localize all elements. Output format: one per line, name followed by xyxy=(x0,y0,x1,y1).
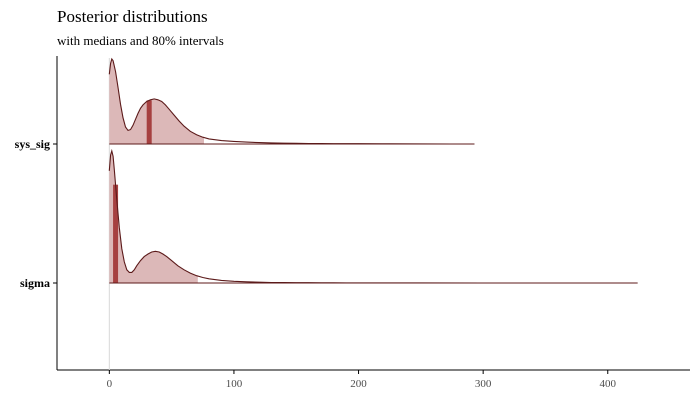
x-tick-label-400: 400 xyxy=(600,378,617,390)
chart-title: Posterior distributions xyxy=(57,7,208,26)
chart-subtitle: with medians and 80% intervals xyxy=(57,33,224,48)
density-curve-sigma xyxy=(109,151,608,283)
x-tick-label-0: 0 xyxy=(107,378,113,390)
interval-area-sigma xyxy=(109,151,198,283)
median-bar-sys-sig xyxy=(147,100,152,144)
plot-layer xyxy=(109,58,637,370)
x-tick-label-100: 100 xyxy=(226,378,243,390)
x-tick-label-300: 300 xyxy=(475,378,492,390)
y-label-sigma: sigma xyxy=(20,276,50,290)
y-label-sys-sig: sys_sig xyxy=(15,137,50,151)
x-tick-label-200: 200 xyxy=(350,378,367,390)
